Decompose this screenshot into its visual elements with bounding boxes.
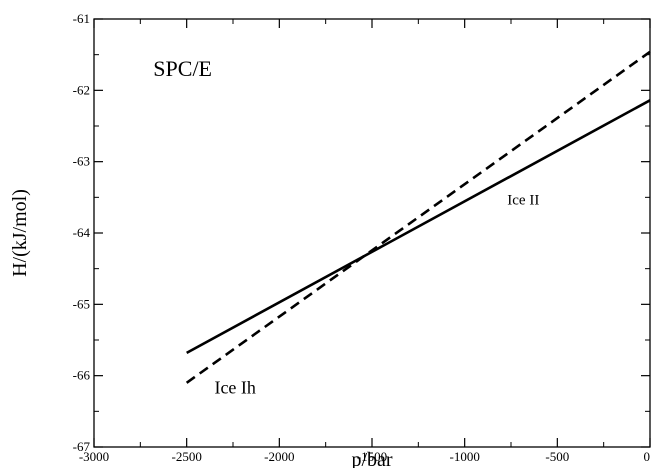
y-tick-label: -61 (73, 11, 90, 26)
x-tick-label: 0 (644, 449, 651, 464)
tick-layer: -3000 -2500 -2000 -1500 -1000 -500 0 -67 -66 -65 -… (73, 11, 651, 464)
plot-layer (185, 50, 651, 384)
annotation-layer: SPC/E Ice II Ice Ih (153, 56, 539, 397)
x-tick-label: -1000 (449, 449, 479, 464)
y-tick-label: -64 (73, 225, 91, 240)
annotation-ice-ih: Ice Ih (214, 378, 255, 398)
annotation-ice-ii: Ice II (507, 192, 539, 208)
y-tick-label: -65 (73, 296, 90, 311)
x-tick-label: -500 (545, 449, 569, 464)
x-tick-label: -1500 (357, 449, 387, 464)
x-tick-label: -2000 (264, 449, 294, 464)
y-tick-label: -63 (73, 154, 90, 169)
series-line-ice-ih (185, 50, 651, 384)
x-axis-title: p/bar (351, 449, 392, 468)
series-line-ice-ii (186, 99, 651, 354)
y-tick-label: -66 (73, 368, 91, 383)
plot-frame (93, 18, 651, 448)
x-tick-label: -3000 (79, 449, 109, 464)
x-tick-label: -2500 (171, 449, 201, 464)
y-tick-label: -67 (73, 439, 91, 454)
annotation-spc-e: SPC/E (153, 56, 212, 81)
y-tick-label: -62 (73, 82, 90, 97)
y-axis-title: H/(kJ/mol) (9, 189, 31, 277)
